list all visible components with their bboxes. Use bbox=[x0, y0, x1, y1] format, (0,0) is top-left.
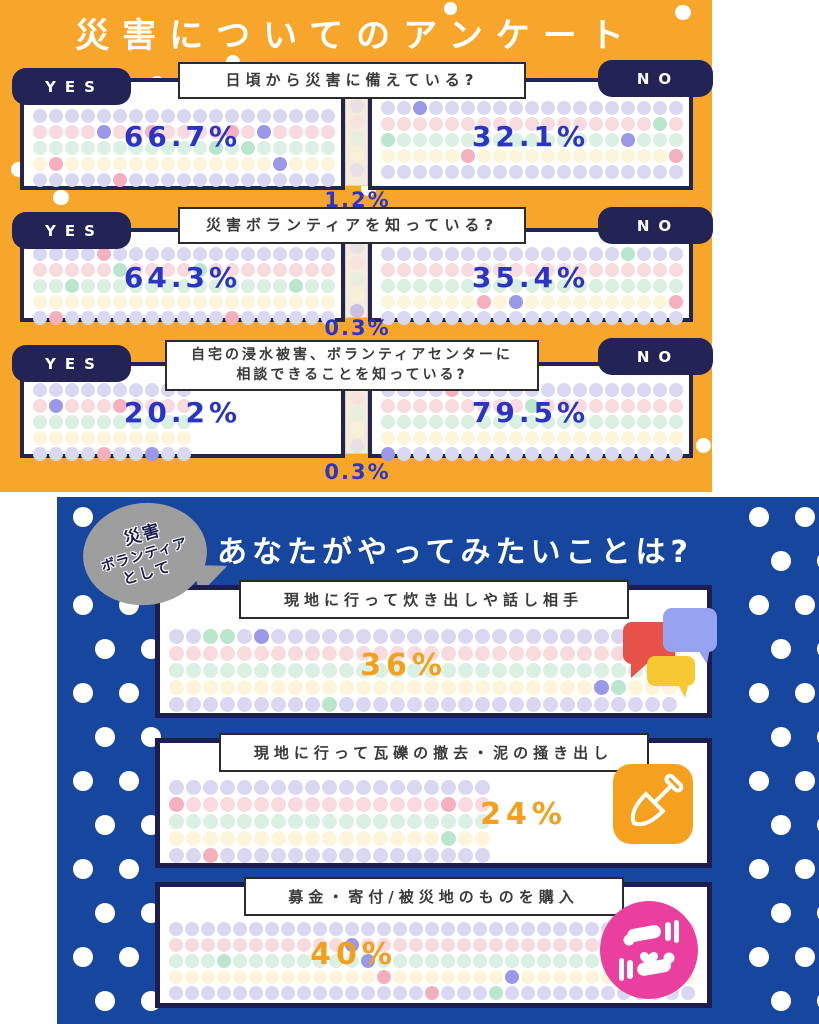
activity-panel-2: 現地に行って瓦礫の撤去・泥の掻き出し 24% bbox=[155, 733, 712, 868]
middle-percentage: 0.3% bbox=[324, 316, 391, 340]
question-row-1: 66.7% 32.1% YES NO 日頃から災害に備えている? 1.2% bbox=[0, 60, 713, 212]
heart-hands-icon bbox=[599, 900, 699, 1004]
strip-dot-column bbox=[349, 239, 365, 319]
yes-percentage: 66.7% bbox=[123, 120, 242, 154]
shovel-icon bbox=[613, 764, 693, 848]
no-tab: NO bbox=[598, 207, 713, 244]
volunteer-title: あなたがやってみたいことは? bbox=[217, 535, 693, 570]
no-tab: NO bbox=[598, 60, 713, 97]
activity-percentage: 24% bbox=[480, 797, 567, 832]
no-percentage: 32.1% bbox=[471, 120, 590, 154]
yes-percentage: 64.3% bbox=[123, 261, 242, 295]
question-line-2: 相談できることを知っている? bbox=[236, 366, 468, 383]
question-row-3: 20.2% 79.5% YES NO 自宅の浸水被害、ボランティアセンターに 相… bbox=[0, 338, 713, 484]
dot-grid bbox=[32, 382, 192, 462]
chat-bubbles-icon bbox=[617, 602, 721, 706]
dot-grid bbox=[380, 246, 684, 326]
yes-tab: YES bbox=[12, 345, 131, 382]
no-percentage: 79.5% bbox=[471, 396, 590, 430]
dot-grid bbox=[380, 382, 684, 462]
volunteer-section: 災害 ボランティア として あなたがやってみたいことは? 現地に行って炊き出しや… bbox=[57, 496, 819, 1024]
activity-panel-3: 募金・寄付/被災地のものを購入 40% bbox=[155, 877, 712, 1008]
survey-title: 災害についてのアンケート bbox=[75, 16, 637, 56]
activity-label: 現地に行って瓦礫の撤去・泥の掻き出し bbox=[218, 733, 649, 772]
question-line-1: 自宅の浸水被害、ボランティアセンターに bbox=[191, 347, 513, 363]
survey-section: 災害についてのアンケート 66.7% 32.1% YES NO 日頃から災害に備… bbox=[0, 0, 713, 492]
yes-tab: YES bbox=[12, 68, 131, 105]
question-label: 災害ボランティアを知っている? bbox=[178, 207, 526, 244]
question-label: 日頃から災害に備えている? bbox=[178, 62, 526, 99]
no-panel: 32.1% bbox=[368, 78, 693, 190]
middle-percentage: 0.3% bbox=[324, 460, 391, 484]
dot-grid bbox=[168, 628, 678, 713]
no-percentage: 35.4% bbox=[471, 261, 590, 295]
activity-percentage: 36% bbox=[360, 648, 447, 683]
no-tab: NO bbox=[598, 338, 713, 375]
middle-strip bbox=[345, 240, 368, 318]
dot-grid bbox=[380, 100, 684, 180]
strip-dot-column bbox=[349, 98, 365, 178]
activity-panel-1: 現地に行って炊き出しや話し相手 36% bbox=[155, 580, 717, 718]
dot-grid bbox=[168, 779, 491, 864]
question-row-2: 64.3% 35.4% YES NO 災害ボランティアを知っている? 0.3% bbox=[0, 207, 713, 340]
dot-grid bbox=[32, 246, 336, 326]
activity-percentage: 40% bbox=[310, 937, 397, 972]
activity-label: 現地に行って炊き出しや話し相手 bbox=[238, 580, 629, 619]
yes-percentage: 20.2% bbox=[123, 396, 242, 430]
yes-tab: YES bbox=[12, 212, 131, 249]
activity-label: 募金・寄付/被災地のものを購入 bbox=[243, 877, 624, 916]
question-label: 自宅の浸水被害、ボランティアセンターに 相談できることを知っている? bbox=[165, 340, 539, 392]
dot-grid bbox=[32, 108, 336, 188]
yes-panel: 66.7% bbox=[20, 78, 345, 190]
middle-strip bbox=[345, 90, 368, 186]
